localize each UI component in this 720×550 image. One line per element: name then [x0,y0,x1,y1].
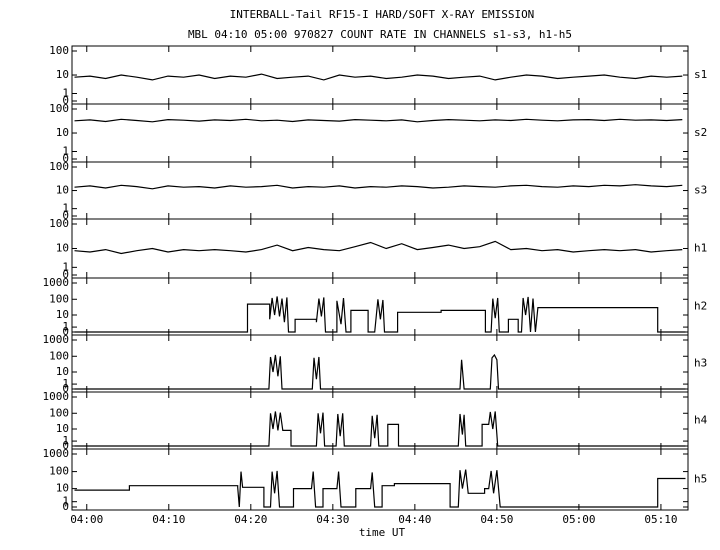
y-tick-label: 1000 [43,447,70,460]
y-tick-label: 100 [49,349,69,362]
panel-frame [71,448,689,511]
y-tick-label: 10 [56,482,69,495]
panel-frame [71,277,689,336]
panel-frame [71,218,689,279]
series-label: h3 [694,357,707,370]
y-tick-label: 100 [49,217,69,230]
chart-subtitle: MBL 04:10 05:00 970827 COUNT RATE IN CHA… [188,28,572,41]
y-tick-label: 100 [49,406,69,419]
series-label: h4 [694,414,708,427]
series-line [74,411,686,447]
y-tick-label: 10 [56,308,69,321]
y-tick-label: 0 [62,382,69,395]
y-tick-label: 1 [62,86,69,99]
y-tick-label: 1 [62,320,69,333]
y-tick-label: 1000 [43,390,70,403]
y-tick-label: 10 [56,126,69,139]
y-tick-label: 100 [49,160,69,173]
x-tick-label: 05:10 [644,513,677,526]
panel-frame [71,45,689,105]
x-tick-label: 04:30 [316,513,349,526]
y-tick-label: 10 [56,68,69,81]
y-tick-label: 0 [62,209,69,222]
series-label: h2 [694,300,707,313]
series-line [74,118,683,123]
series-label: h5 [694,473,707,486]
series-line [74,184,683,190]
y-tick-label: 100 [49,102,69,115]
panel-frame [71,103,689,163]
y-tick-label: 0 [62,500,69,513]
y-tick-label: 1000 [43,333,70,346]
y-tick-label: 0 [62,439,69,452]
panel-frame [71,334,689,393]
y-tick-label: 1 [62,495,69,508]
panel-frame [71,161,689,220]
y-tick-label: 10 [56,422,69,435]
y-tick-label: 0 [62,152,69,165]
y-tick-label: 10 [56,365,69,378]
x-tick-label: 04:40 [398,513,431,526]
series-label: s3 [694,184,707,197]
y-tick-label: 1 [62,260,69,273]
y-tick-label: 1 [62,434,69,447]
x-tick-label: 04:10 [152,513,185,526]
y-tick-label: 1000 [43,276,70,289]
series-label: s1 [694,68,707,81]
panel-frame [71,391,689,450]
series-line [74,296,686,333]
y-tick-label: 0 [62,325,69,338]
x-tick-label: 05:00 [562,513,595,526]
x-tick-label: 04:20 [234,513,267,526]
y-tick-label: 0 [62,94,69,107]
y-tick-label: 1 [62,144,69,157]
y-tick-label: 0 [62,268,69,281]
series-label: h1 [694,242,707,255]
x-axis-label: time UT [359,526,406,539]
series-line [74,240,683,255]
y-tick-label: 1 [62,377,69,390]
series-line [74,73,683,81]
y-tick-label: 100 [49,292,69,305]
y-tick-label: 100 [49,465,69,478]
y-tick-label: 10 [56,242,69,255]
x-tick-label: 04:50 [480,513,513,526]
series-label: s2 [694,126,707,139]
x-tick-label: 04:00 [70,513,103,526]
series-line [74,353,686,390]
chart-title: INTERBALL-Tail RF15-I HARD/SOFT X-RAY EM… [230,8,535,21]
y-tick-label: 1 [62,202,69,215]
series-line [74,469,686,508]
y-tick-label: 10 [56,184,69,197]
y-tick-label: 100 [49,44,69,57]
